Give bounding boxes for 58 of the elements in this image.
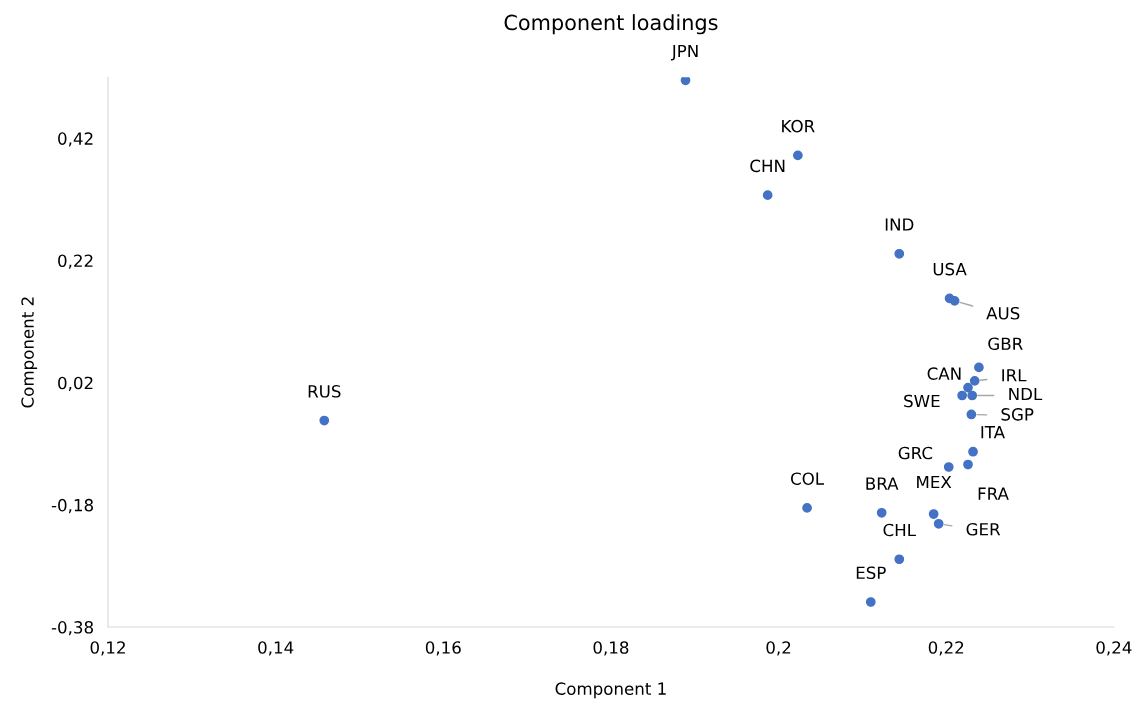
annotation: GER [966,522,1001,536]
annotation: GRC [898,446,933,460]
annotation: CHN [750,159,785,173]
annotation: CAN [927,367,961,380]
annotation: GBR [988,337,1023,351]
point [963,459,973,470]
point [865,597,876,607]
annotation: USA [933,262,967,276]
annotation: RUS [308,385,341,398]
x-tick-label: 0,12 [90,641,125,656]
annotation: JPN [670,44,698,61]
annotation: ESP [856,566,886,580]
annotation: AUS [986,306,1020,320]
x-tick-label: 0,22 [928,641,964,656]
y-axis-title: Component 2 [21,297,38,408]
x-tick-label: 0,14 [258,641,294,656]
annotation: FRA [978,487,1009,500]
point [876,507,887,518]
point [762,190,773,200]
point [928,509,939,519]
point [894,248,905,259]
point [957,390,968,401]
point [967,390,978,401]
point [933,518,944,529]
annotation: NDL [1009,387,1043,401]
point [319,415,330,426]
annotation: SGP [1001,408,1034,421]
point [802,503,812,513]
x-axis-title: Component 1 [555,682,666,699]
x-tick-label: 0,18 [593,641,629,656]
annotation: KOR [782,119,815,133]
annotation: BRA [866,477,899,490]
annotation: MEX [917,475,952,489]
y-tick-label: 0,22 [58,254,93,269]
annotation: SWE [904,394,940,408]
point [943,462,954,472]
y-tick-label: 0,42 [58,132,93,147]
x-tick-label: 0,16 [425,641,461,656]
y-tick-label: -0,18 [51,498,93,514]
annotation: COL [790,472,824,485]
point [966,409,977,420]
point [792,150,803,161]
point [949,295,960,306]
y-tick-label: 0,02 [58,376,93,391]
annotation: IRL [1002,369,1027,382]
point [969,375,980,386]
annotation: CHL [883,523,916,537]
x-tick-label: 0,2 [766,641,791,656]
point [974,362,984,373]
y-tick-label: -0,38 [51,621,93,636]
x-tick-label: 0,24 [1096,641,1132,656]
point [963,382,973,393]
annotation: IND [885,218,914,231]
chart-title: Component loadings [504,14,718,35]
point [968,446,978,457]
annotation: ITA [981,426,1005,439]
point [894,554,905,565]
point [680,77,691,86]
